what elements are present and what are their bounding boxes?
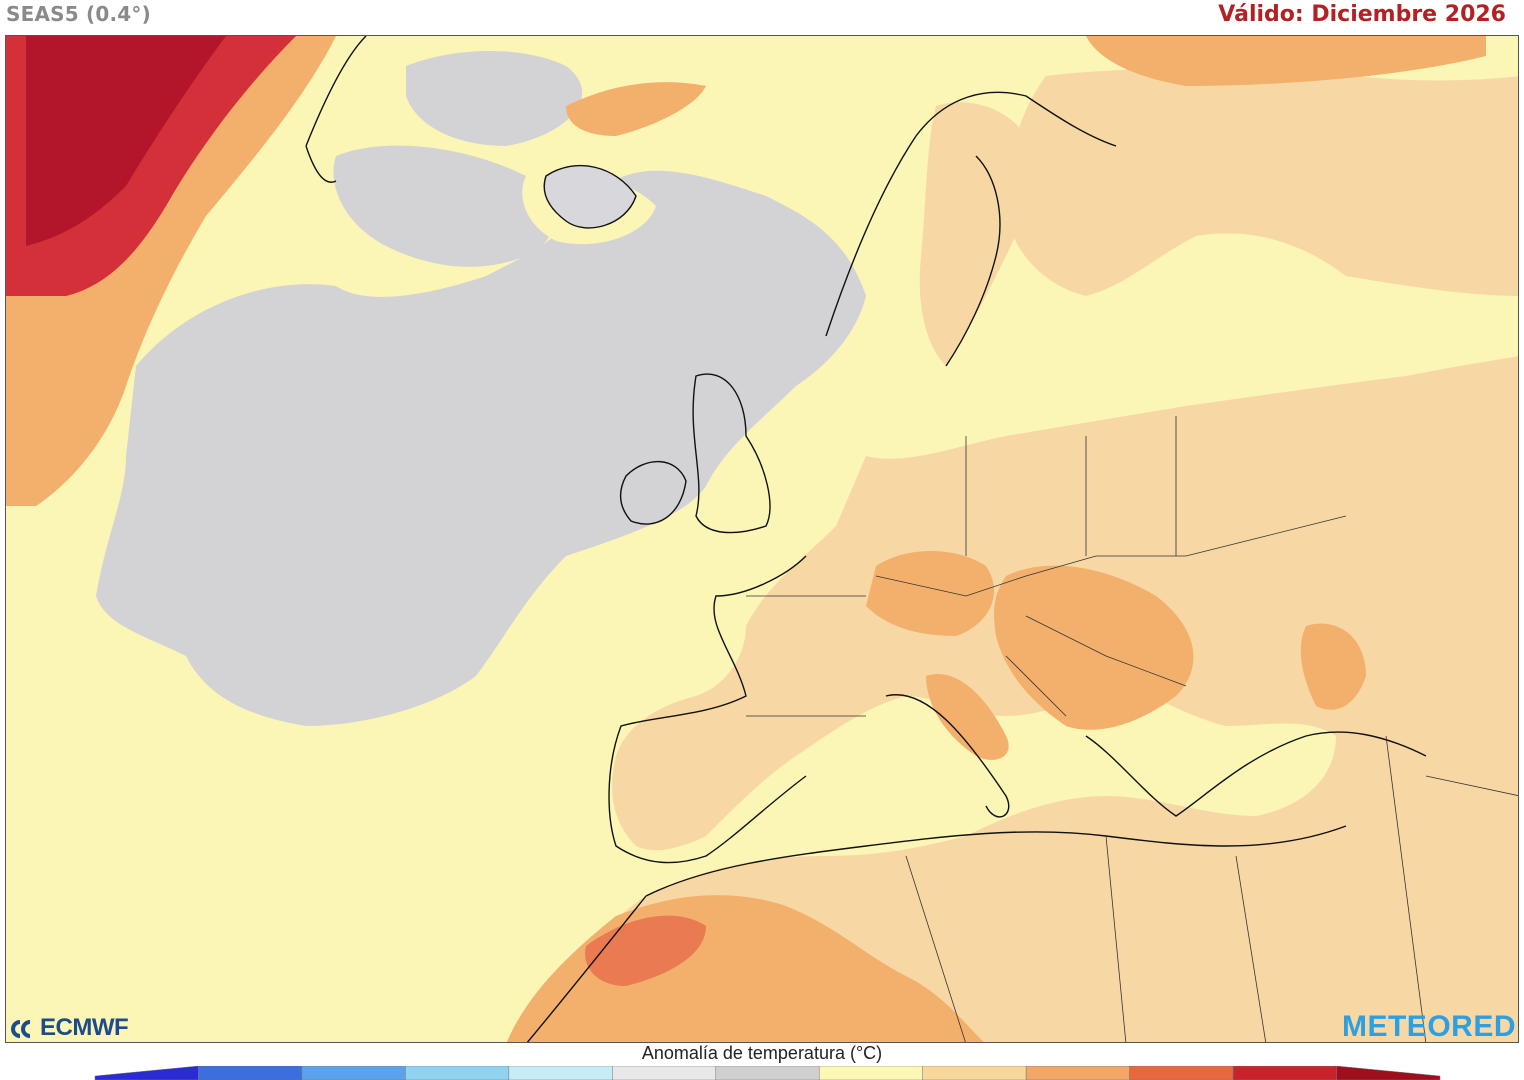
- legend-swatch: [818, 1066, 923, 1080]
- legend-swatch: [1129, 1066, 1234, 1080]
- legend-swatch: [612, 1066, 717, 1080]
- extreme-anomaly-labrador: [26, 36, 226, 246]
- legend-swatch: [1336, 1066, 1441, 1080]
- map-canvas: [6, 36, 1518, 1042]
- neutral-anomaly-greenland-sea: [333, 145, 556, 267]
- model-label: SEAS5 (0.4°): [6, 2, 151, 26]
- moderate-anomaly-turkey: [1300, 623, 1366, 710]
- ecmwf-logo-text: ECMWF: [40, 1014, 129, 1041]
- moderate-anomaly-greenland-strait: [566, 82, 706, 136]
- moderate-anomaly-italy: [926, 674, 1009, 760]
- legend-swatch: [715, 1066, 820, 1080]
- anomaly-map: [5, 35, 1519, 1043]
- legend-colorbar: [94, 1066, 1441, 1080]
- borders: [746, 416, 1518, 1042]
- warm-anomaly-europe: [507, 356, 1518, 1042]
- neutral-anomaly-north: [406, 51, 583, 146]
- coastlines: [305, 36, 1427, 1042]
- legend-swatch: [405, 1066, 510, 1080]
- moderate-anomaly-north-band: [1086, 36, 1486, 86]
- moderate-anomaly-balkans: [994, 565, 1194, 730]
- ecmwf-mark-icon: [10, 1018, 38, 1038]
- legend-swatch: [1025, 1066, 1130, 1080]
- meteored-logo: METEORED: [1341, 1010, 1516, 1043]
- legend-swatch: [198, 1066, 303, 1080]
- ecmwf-logo: ECMWF: [10, 1014, 129, 1042]
- legend-swatch: [301, 1066, 406, 1080]
- legend-swatch: [922, 1066, 1027, 1080]
- legend-swatch: [94, 1066, 199, 1080]
- moderate-anomaly-alps: [866, 551, 995, 636]
- warm-anomaly-scandinavia: [919, 102, 1030, 366]
- legend-swatch: [508, 1066, 613, 1080]
- neutral-anomaly-atlantic: [96, 170, 866, 726]
- valid-date-label: Válido: Diciembre 2026: [1218, 2, 1506, 27]
- warm-anomaly-russia: [1006, 68, 1518, 296]
- legend-title: Anomalía de temperatura (°C): [641, 1043, 883, 1063]
- legend-swatch: [1232, 1066, 1337, 1080]
